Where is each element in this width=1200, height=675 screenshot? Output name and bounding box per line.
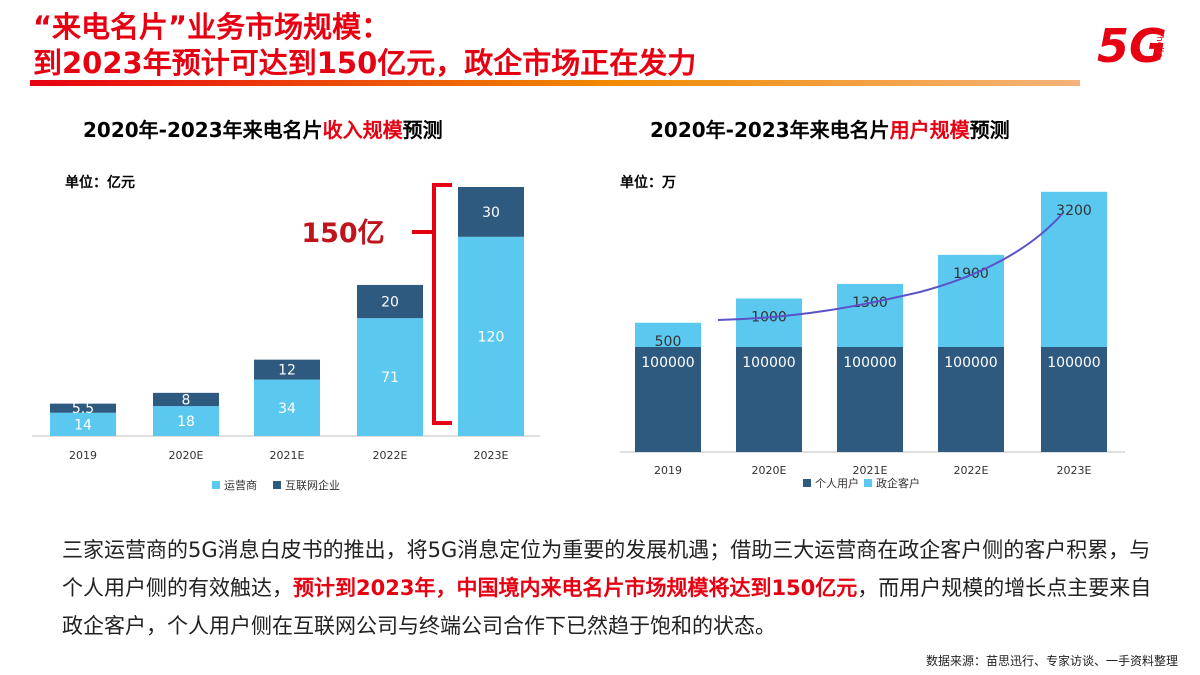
header-stripe [30, 80, 1080, 86]
x-tick-label: 2023E [474, 449, 509, 462]
right-unit-label: 单位：万 [620, 175, 676, 191]
data-label-operator: 18 [177, 414, 195, 430]
bar-internet [153, 392, 219, 407]
bar-internet [254, 359, 320, 380]
right-chart-title: 2020年-2023年来电名片用户规模预测 [650, 114, 1010, 143]
header: “来电名片”业务市场规模： 到2023年预计可达到150亿元，政企市场正在发力 … [0, 0, 1200, 90]
data-label-internet: 12 [278, 363, 296, 379]
legend-swatch-enterprise [864, 479, 872, 487]
bar-personal [837, 347, 903, 452]
bar-personal [736, 347, 802, 452]
bar-operator [153, 406, 219, 436]
x-tick-label: 2022E [954, 464, 989, 477]
title-line-1: “来电名片”业务市场规模： [33, 10, 391, 44]
data-label-enterprise: 500 [655, 334, 682, 350]
bar-internet [50, 403, 116, 413]
x-tick-label: 2020E [752, 464, 787, 477]
data-label-personal: 100000 [641, 355, 694, 371]
data-label-personal: 100000 [944, 355, 997, 371]
data-label-operator: 34 [278, 401, 296, 417]
left-chart-title-highlight: 收入规模 [322, 118, 403, 142]
trend-line [717, 213, 1063, 321]
left-chart-title: 2020年-2023年来电名片收入规模预测 [83, 114, 443, 143]
5g-logo: 5G hello [1097, 19, 1167, 73]
legend-label-internet: 互联网企业 [285, 478, 340, 492]
data-label-internet: 30 [482, 205, 500, 221]
bar-enterprise [1041, 191, 1107, 347]
bar-enterprise [736, 298, 802, 347]
legend-swatch-internet [273, 481, 281, 489]
data-label-personal: 100000 [1047, 355, 1100, 371]
right-chart-title-highlight: 用户规模 [889, 118, 970, 142]
x-tick-label: 2019 [654, 464, 682, 477]
body-paragraph: 三家运营商的5G消息白皮书的推出，将5G消息定位为重要的发展机遇；借助三大运营商… [62, 531, 1152, 645]
legend-swatch-personal [803, 479, 811, 487]
right-chart-title-suffix: 预测 [969, 118, 1010, 142]
data-label-operator: 14 [74, 417, 92, 433]
body-text-highlight: 预计到2023年，中国境内来电名片市场规模将达到150亿元 [293, 576, 858, 600]
x-tick-label: 2020E [169, 449, 204, 462]
x-tick-label: 2019 [69, 449, 97, 462]
annotation-label: 150亿 [301, 218, 384, 249]
data-label-operator: 120 [478, 329, 505, 345]
legend-swatch-operator [212, 481, 220, 489]
left-chart-title-suffix: 预测 [402, 118, 443, 142]
bar-enterprise [635, 322, 701, 347]
bar-personal [635, 347, 701, 452]
right-chart-title-prefix: 2020年-2023年来电名片 [650, 118, 890, 142]
data-label-personal: 100000 [742, 355, 795, 371]
revenue-chart: 145.5 2019 18 8 2020E 34 12 2021E 71 20 2022E 120 30… [32, 183, 540, 492]
data-label-internet: 20 [381, 295, 399, 311]
bar-internet [458, 187, 524, 237]
title-line-2: 到2023年预计可达到150亿元，政企市场正在发力 [33, 46, 697, 80]
bar-personal [938, 347, 1004, 452]
user-chart: 100000500201910000010002020E100000130020… [620, 191, 1125, 490]
x-tick-label: 2021E [853, 464, 888, 477]
annotation-bracket [412, 183, 452, 425]
bar-enterprise [837, 283, 903, 347]
legend-label-enterprise: 政企客户 [876, 476, 920, 490]
data-label-operator: 71 [381, 370, 399, 386]
x-tick-label: 2022E [373, 449, 408, 462]
x-tick-label: 2021E [270, 449, 305, 462]
left-chart-title-prefix: 2020年-2023年来电名片 [83, 118, 323, 142]
data-label-personal: 100000 [843, 355, 896, 371]
x-tick-label: 2023E [1057, 464, 1092, 477]
data-label-internet: 8 [182, 392, 191, 408]
bar-enterprise [938, 254, 1004, 347]
bar-operator [357, 318, 423, 436]
logo-text: 5G [1097, 19, 1167, 73]
legend-label-personal: 个人用户 [815, 476, 859, 490]
legend-label-operator: 运营商 [224, 478, 257, 492]
body-text-part1: 三家运营商的5G消息白皮书的推出，将5G消息定位为重要的发展机遇；借助三大运营商… [62, 538, 1151, 600]
data-source: 数据来源：苗思迅行、专家访谈、一手资料整理 [925, 654, 1178, 668]
data-label-internet: 5.5 [72, 401, 94, 417]
bar-operator [254, 379, 320, 436]
bar-operator [50, 412, 116, 436]
data-label-enterprise: 3200 [1056, 203, 1092, 219]
logo-subtext: hello [1154, 36, 1164, 58]
bar-personal [1041, 347, 1107, 452]
bar-operator [458, 236, 524, 436]
bar-internet [357, 284, 423, 319]
left-unit-label: 单位：亿元 [65, 175, 135, 191]
body-text-part2: ，而用户规模的增长点主要来自政企客户，个人用户侧在互联网公司与终端公司合作下已然… [62, 576, 1152, 638]
